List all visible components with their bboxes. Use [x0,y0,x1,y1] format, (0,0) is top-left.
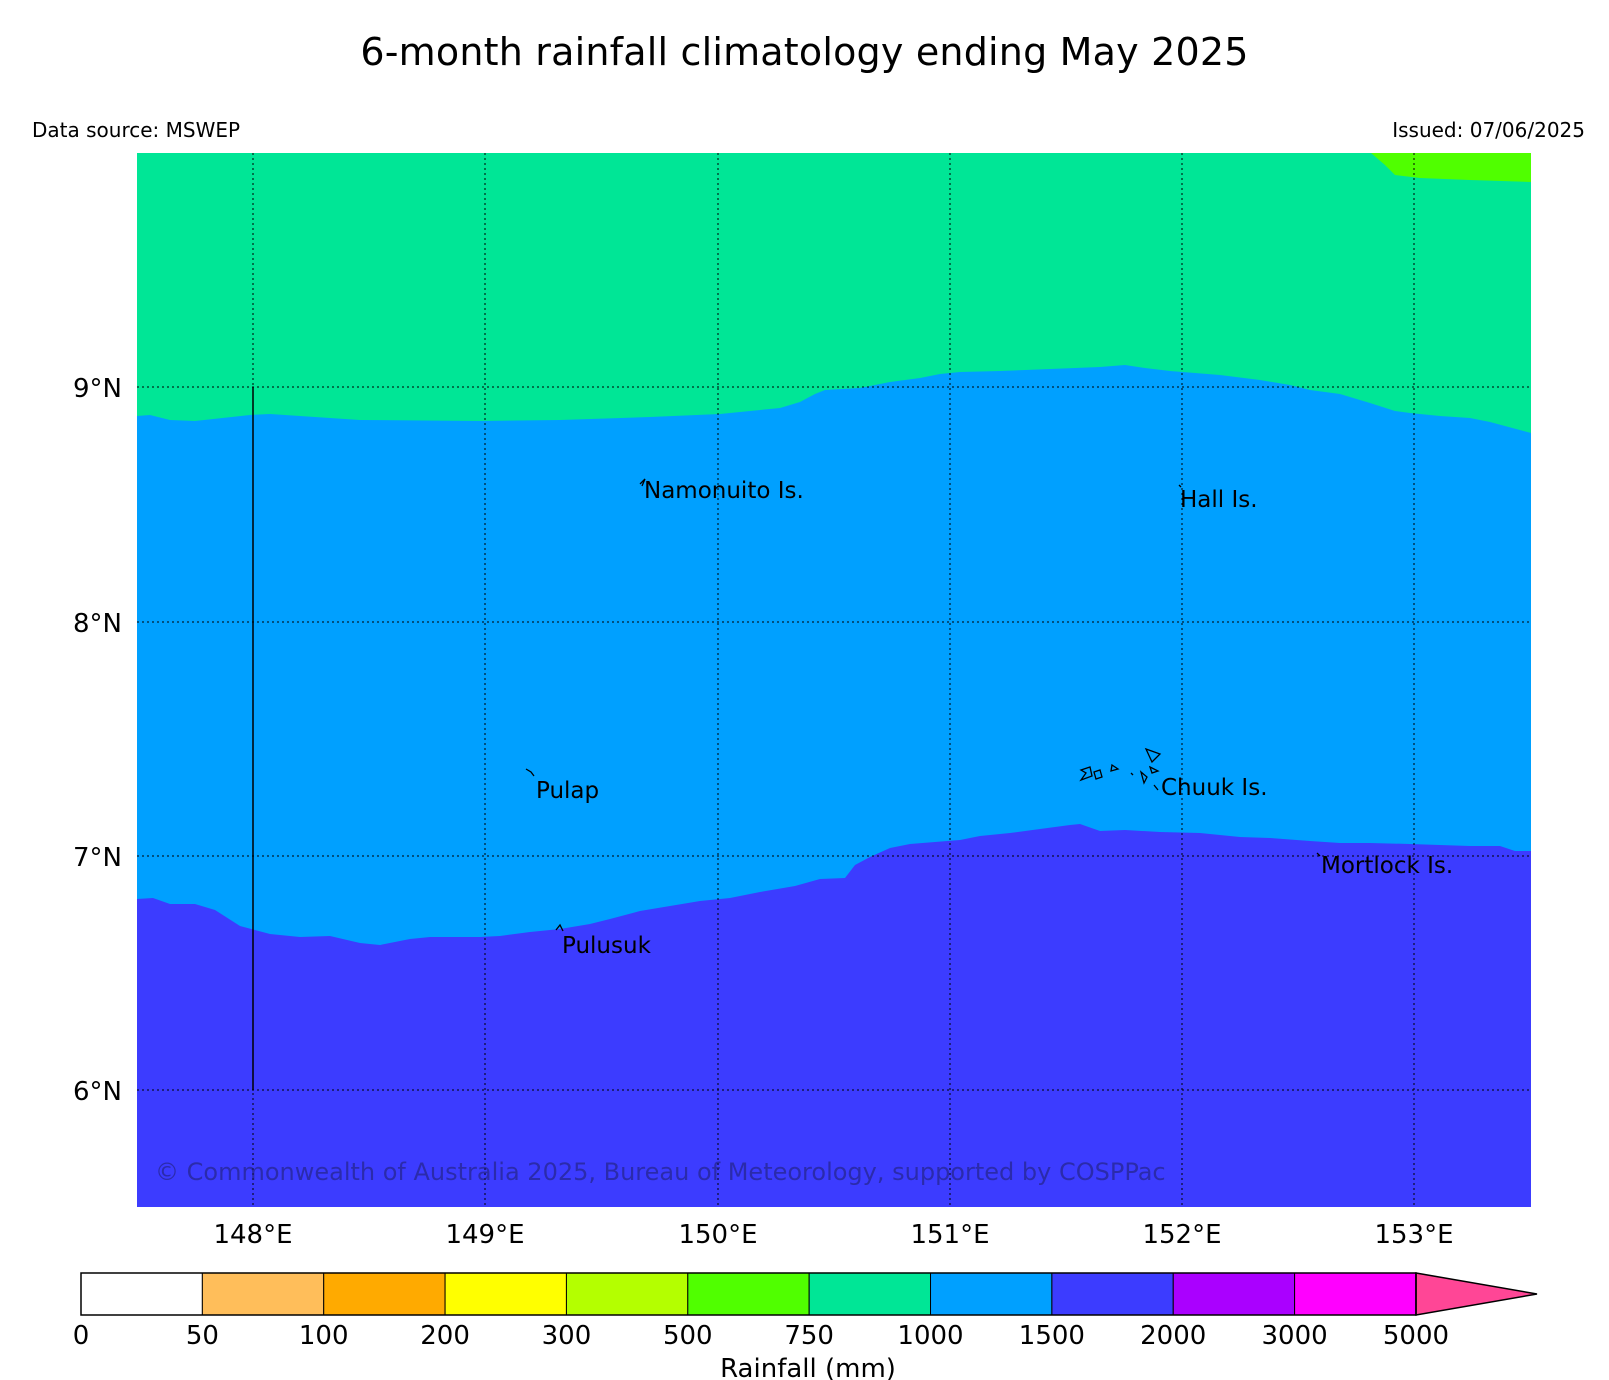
island-outlines [525,478,1321,932]
lat-tick-9: 9°N [73,374,122,404]
map-plot-area: © Commonwealth of Australia 2025, Bureau… [137,153,1531,1207]
colorbar-swatch-750-1000 [808,1272,932,1316]
lon-tick-150: 150°E [678,1220,757,1250]
place-label-mortlock: Mortlock Is. [1321,853,1453,879]
lat-tick-7: 7°N [73,843,122,873]
place-label-namonuito: Namonuito Is. [644,478,804,504]
colorbar-swatch-500-750 [687,1272,810,1316]
lat-tick-6: 6°N [73,1077,122,1107]
colorbar-tick-1500: 1500 [1019,1321,1085,1351]
island-pulap [525,768,535,777]
graticule [137,153,1531,1207]
place-label-pulap: Pulap [536,778,599,804]
colorbar-tick-0: 0 [73,1321,90,1351]
lon-tick-153: 153°E [1374,1220,1453,1250]
colorbar-frame [80,1272,1417,1316]
colorbar-extend-arrow [1415,1272,1538,1316]
colorbar-tick-750: 750 [784,1321,834,1351]
island-namonuito [639,478,646,487]
colorbar-tick-2000: 2000 [1140,1321,1206,1351]
lon-tick-149: 149°E [445,1220,524,1250]
lon-tick-148: 148°E [213,1220,292,1250]
colorbar-swatch-2000-3000 [1172,1272,1296,1316]
place-labels: Namonuito Is. Hall Is. Pulap Chuuk Is. M… [536,478,1453,959]
lon-tick-152: 152°E [1142,1220,1221,1250]
colorbar-tick-5000: 5000 [1383,1321,1449,1351]
lon-tick-151: 151°E [910,1220,989,1250]
colorbar-swatch-0-50 [80,1272,203,1316]
issued-date-label: Issued: 07/06/2025 [1392,118,1585,142]
island-mortlock [1316,852,1321,857]
colorbar-swatch-1500-2000 [1051,1272,1174,1316]
copyright-text: © Commonwealth of Australia 2025, Bureau… [155,1158,1166,1186]
colorbar-tick-200: 200 [420,1321,470,1351]
data-source-label: Data source: MSWEP [32,118,241,142]
island-pulusuk [555,923,564,932]
colorbar-tick-3000: 3000 [1262,1321,1328,1351]
colorbar-tick-1000: 1000 [897,1321,963,1351]
colorbar-tick-100: 100 [299,1321,349,1351]
zone-500-750 [1371,153,1531,182]
colorbar-title: Rainfall (mm) [720,1354,896,1380]
place-label-hall: Hall Is. [1180,487,1258,513]
colorbar-swatch-300-500 [565,1272,689,1316]
place-label-chuuk: Chuuk Is. [1161,775,1268,801]
colorbar-tick-500: 500 [663,1321,713,1351]
colorbar-swatch-50-100 [201,1272,325,1316]
colorbar-swatch-1000-1500 [930,1272,1053,1316]
colorbar-tick-300: 300 [542,1321,592,1351]
colorbar-swatch-3000-5000 [1294,1272,1417,1316]
colorbar-swatch-200-300 [444,1272,567,1316]
island-hall [1178,484,1182,488]
lat-tick-labels: 9°N 8°N 7°N 6°N [73,374,122,1107]
colorbar: 0 50 100 200 300 500 750 1000 1500 2000 3000 5000 R… [73,1272,1538,1380]
colorbar-swatch-100-200 [323,1272,446,1316]
lon-tick-labels: 148°E 149°E 150°E 151°E 152°E 153°E [213,1220,1453,1250]
map-title: 6-month rainfall climatology ending May … [360,30,1249,74]
lat-tick-8: 8°N [73,609,122,639]
colorbar-tick-50: 50 [186,1321,219,1351]
island-chuuk [1079,747,1162,791]
place-label-pulusuk: Pulusuk [562,933,652,959]
